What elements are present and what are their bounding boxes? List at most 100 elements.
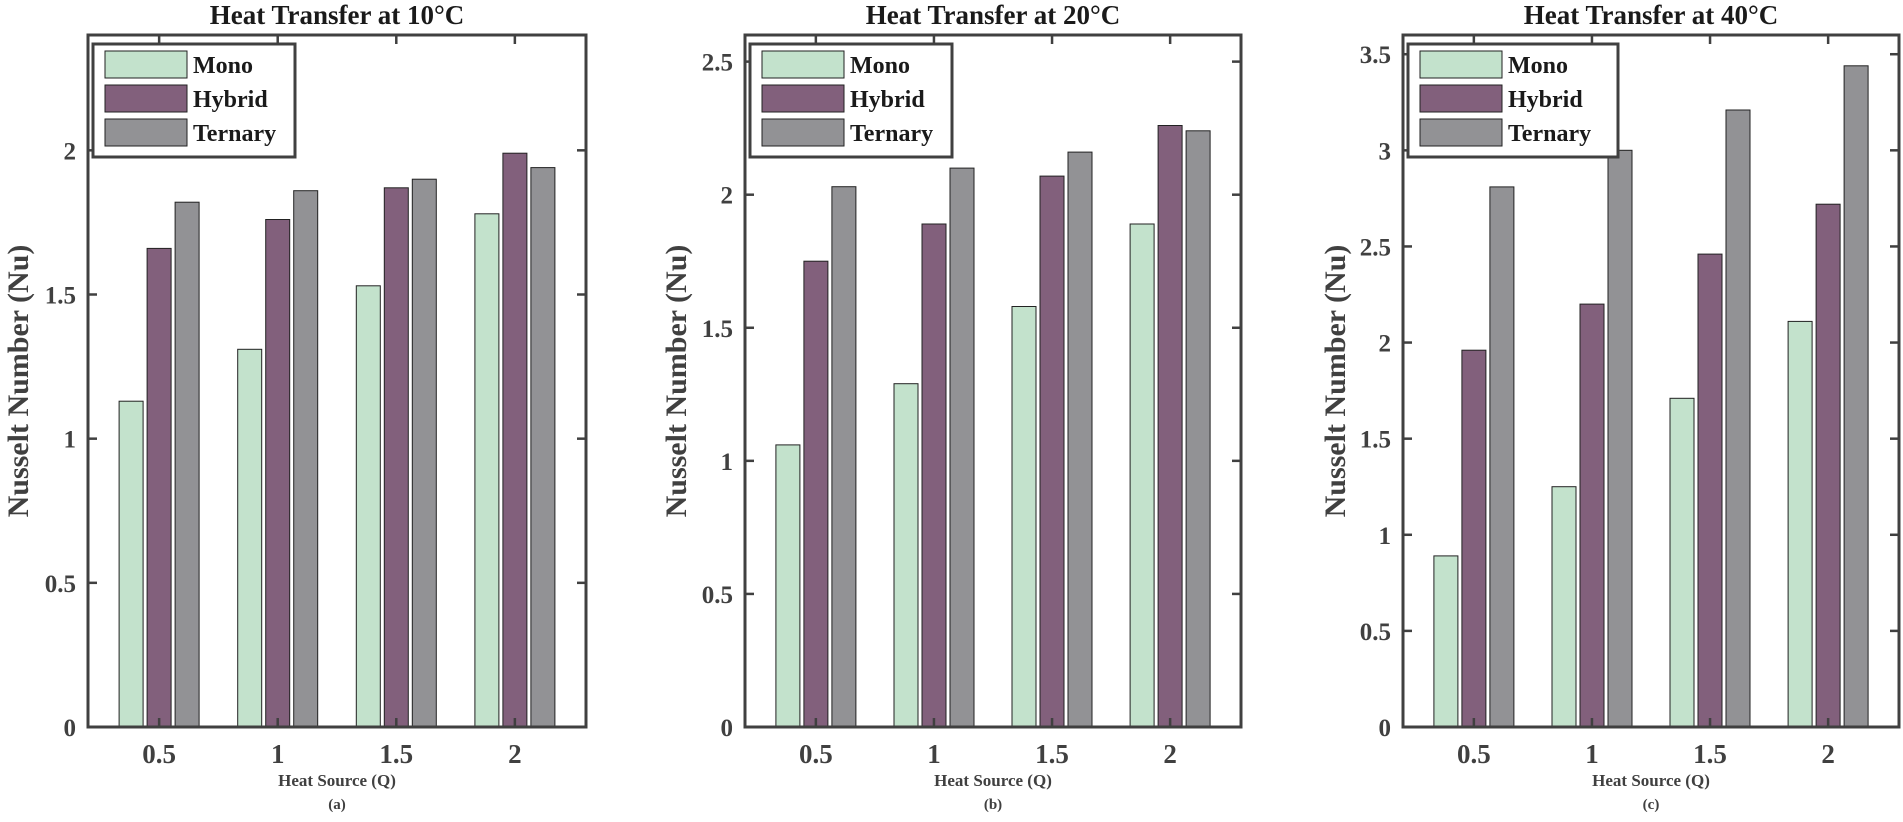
y-axis-label: Nusselt Number (Nu): [2, 245, 35, 518]
y-tick-label: 3.5: [1360, 42, 1391, 69]
y-tick-label: 1: [64, 427, 77, 454]
legend-label-hybrid: Hybrid: [1508, 87, 1583, 113]
bar-hybrid-1.5: [1697, 253, 1723, 728]
legend-swatch-ternary: [104, 118, 188, 147]
x-tick-label: 1: [927, 739, 941, 769]
bar-mono-2: [474, 213, 500, 728]
axes-frame: [86, 33, 588, 729]
x-tick-label: 1: [271, 739, 285, 769]
legend-label-hybrid: Hybrid: [193, 87, 268, 113]
y-tick-label: 0.5: [702, 582, 733, 609]
bar-mono-1.5: [355, 285, 381, 728]
bar-mono-1: [1551, 486, 1577, 728]
bar-hybrid-1: [921, 223, 947, 728]
axes-frame: [743, 33, 1243, 729]
legend-swatch-hybrid: [761, 84, 845, 113]
bar-hybrid-1: [1579, 303, 1605, 728]
x-tick-label: 0.5: [142, 739, 176, 769]
y-tick-label: 3: [1379, 138, 1392, 165]
bar-ternary-2: [1843, 65, 1869, 728]
chart-panel-1: 0 0.5 1 1.5 2 0.5 1 1.5 2 Heat Transfer at 10°C He…: [2, 0, 588, 813]
chart-title: Heat Transfer at 20°C: [866, 0, 1121, 30]
x-axis-label: Heat Source (Q): [934, 771, 1052, 790]
bar-ternary-2: [1185, 130, 1211, 728]
bar-ternary-2: [530, 167, 556, 728]
legend-swatch-ternary: [761, 118, 845, 147]
y-tick-label: 1.5: [1360, 427, 1391, 454]
bar-hybrid-0.5: [146, 247, 172, 728]
legend-label-ternary: Ternary: [1508, 121, 1591, 147]
bar-hybrid-1.5: [383, 187, 409, 728]
chart-panel-3: 0 0.5 1 1.5 2 2.5 3 3.5 0.5 1 1.5 2 Heat Transfer at…: [1319, 0, 1901, 813]
bar-ternary-0.5: [1489, 186, 1515, 728]
bar-ternary-1: [949, 167, 975, 728]
bar-hybrid-1.5: [1039, 175, 1065, 728]
bar-mono-1: [237, 348, 263, 728]
legend-label-ternary: Ternary: [850, 121, 933, 147]
y-tick-label: 0: [721, 715, 734, 742]
x-tick-label: 1.5: [379, 739, 413, 769]
legend-swatch-mono: [761, 50, 845, 79]
bar-ternary-0.5: [174, 201, 200, 728]
y-tick-label: 1.5: [45, 283, 76, 310]
bar-ternary-0.5: [831, 186, 857, 728]
x-tick-label: 1.5: [1693, 739, 1727, 769]
y-tick-label: 1: [1379, 523, 1392, 550]
legend-label-ternary: Ternary: [193, 121, 276, 147]
bar-hybrid-2: [1815, 203, 1841, 728]
y-tick-label: 2: [721, 183, 734, 210]
y-tick-label: 2.5: [702, 50, 733, 77]
y-tick-label: 0: [64, 715, 77, 742]
legend-swatch-ternary: [1419, 118, 1503, 147]
bar-ternary-1.5: [1067, 151, 1093, 728]
bar-mono-2: [1129, 223, 1155, 728]
bar-mono-1.5: [1669, 397, 1695, 728]
y-tick-label: 0: [1379, 715, 1392, 742]
legend-swatch-hybrid: [1419, 84, 1503, 113]
bar-hybrid-0.5: [803, 260, 829, 728]
legend: Mono Hybrid Ternary: [91, 42, 297, 159]
x-tick-label: 1.5: [1035, 739, 1069, 769]
bar-ternary-1: [293, 190, 319, 728]
chart-title: Heat Transfer at 40°C: [1524, 0, 1779, 30]
x-tick-label: 0.5: [1457, 739, 1491, 769]
bar-hybrid-2: [502, 152, 528, 728]
bar-mono-2: [1787, 320, 1813, 728]
y-tick-label: 2: [1379, 331, 1392, 358]
bar-mono-0.5: [1433, 555, 1459, 728]
x-tick-label: 2: [1821, 739, 1835, 769]
y-tick-label: 2.5: [1360, 234, 1391, 261]
y-tick-label: 0.5: [45, 571, 76, 598]
y-tick-label: 0.5: [1360, 619, 1391, 646]
y-tick-label: 1: [721, 449, 734, 476]
legend-label-hybrid: Hybrid: [850, 87, 925, 113]
y-tick-label: 2: [64, 138, 77, 165]
x-tick-label: 2: [508, 739, 522, 769]
y-axis-label: Nusselt Number (Nu): [1319, 245, 1352, 518]
bar-mono-0.5: [118, 400, 144, 728]
x-axis-label: Heat Source (Q): [278, 771, 396, 790]
x-tick-label: 2: [1163, 739, 1177, 769]
panel-label: (a): [328, 797, 346, 813]
bar-mono-1: [893, 383, 919, 728]
bar-mono-1.5: [1011, 306, 1037, 728]
x-tick-label: 0.5: [799, 739, 833, 769]
panel-label: (b): [984, 797, 1002, 813]
legend-label-mono: Mono: [193, 53, 253, 79]
legend-label-mono: Mono: [850, 53, 910, 79]
y-axis-label: Nusselt Number (Nu): [660, 245, 693, 518]
bar-hybrid-1: [265, 219, 291, 728]
x-axis-label: Heat Source (Q): [1592, 771, 1710, 790]
legend-swatch-mono: [104, 50, 188, 79]
bar-ternary-1: [1607, 149, 1633, 728]
legend-swatch-hybrid: [104, 84, 188, 113]
legend: Mono Hybrid Ternary: [748, 42, 954, 159]
bar-ternary-1.5: [411, 178, 437, 728]
panel-label: (c): [1643, 797, 1660, 813]
bar-hybrid-2: [1157, 125, 1183, 728]
chart-panel-2: 0 0.5 1 1.5 2 2.5 0.5 1 1.5 2 Heat Transfer at 20°…: [660, 0, 1243, 813]
chart-title: Heat Transfer at 10°C: [210, 0, 465, 30]
y-tick-label: 1.5: [702, 316, 733, 343]
x-tick-label: 1: [1585, 739, 1599, 769]
